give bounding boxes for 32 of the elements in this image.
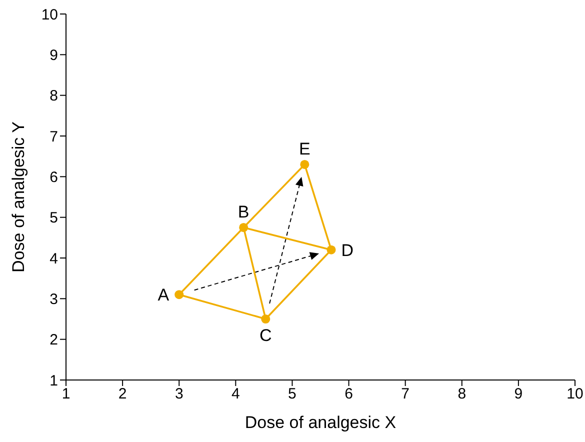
y-tick-label: 1 xyxy=(50,372,58,390)
y-axis-title: Dose of analgesic Y xyxy=(9,122,28,272)
x-tick-label: 6 xyxy=(344,386,353,403)
annotation: E xyxy=(298,139,310,158)
x-tick-label: 8 xyxy=(458,386,466,403)
y-tick-label: 7 xyxy=(50,128,58,146)
y-tick-label: 8 xyxy=(50,88,58,105)
x-tick-label: 3 xyxy=(174,386,184,403)
x-tick-label: 10 xyxy=(566,386,584,403)
annotation: B xyxy=(238,202,250,222)
point xyxy=(261,314,270,324)
point xyxy=(300,160,310,169)
y-tick-label: 9 xyxy=(50,46,58,64)
y-tick-label: 6 xyxy=(50,168,58,186)
x-tick-label: 4 xyxy=(231,386,240,403)
x-axis-title: Dose of analgesic X xyxy=(244,413,396,432)
annotation: D xyxy=(341,240,354,260)
x-tick-label: 9 xyxy=(514,386,523,403)
annotation: C xyxy=(260,326,272,346)
y-tick-label: 4 xyxy=(50,250,58,268)
y-tick-label: 10 xyxy=(41,6,58,24)
x-tick-label: 2 xyxy=(118,386,127,403)
x-tick-label: 5 xyxy=(288,386,296,403)
annotation: A xyxy=(158,286,170,305)
y-tick-label: 2 xyxy=(50,332,58,349)
y-tick-label: 3 xyxy=(50,290,58,308)
point xyxy=(239,222,248,232)
point xyxy=(174,290,184,300)
point xyxy=(326,245,336,254)
y-tick-label: 5 xyxy=(50,210,58,227)
x-tick-label: 1 xyxy=(62,386,70,403)
x-tick-label: 7 xyxy=(401,386,410,403)
